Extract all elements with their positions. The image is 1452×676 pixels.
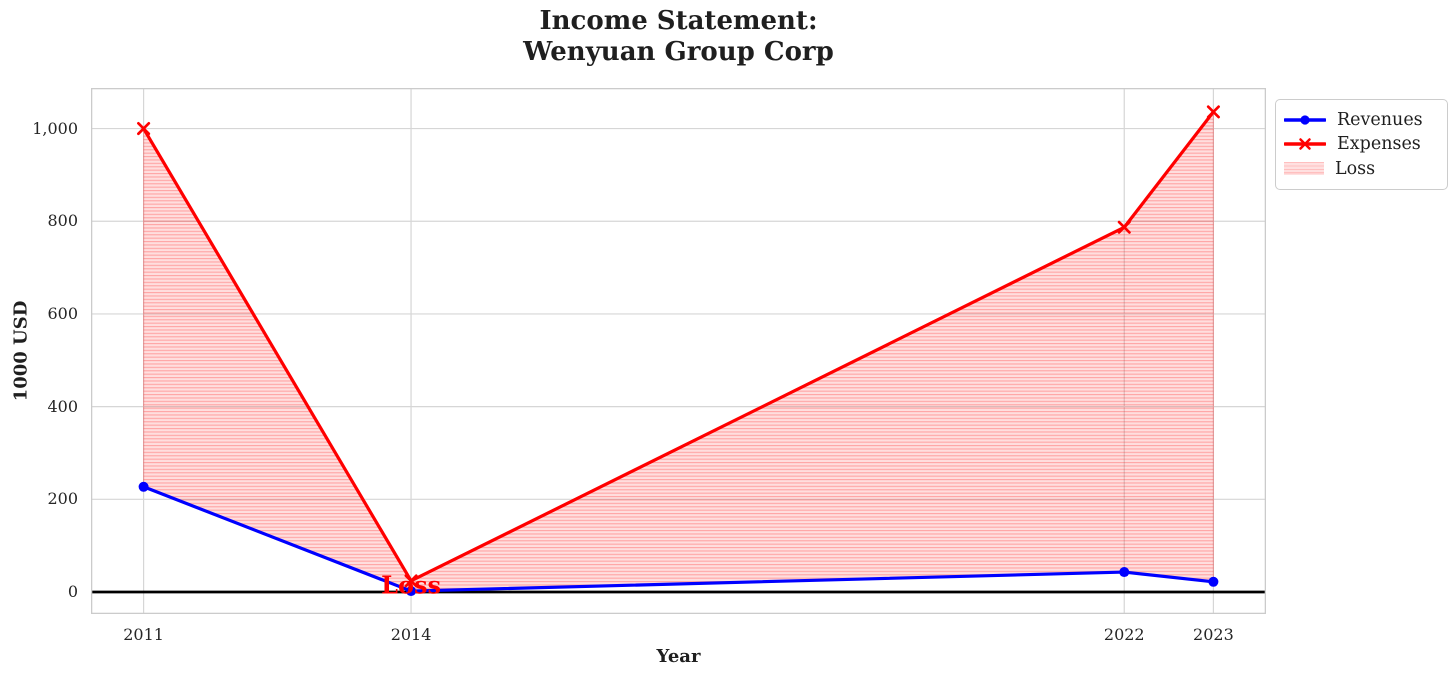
revenues-marker — [406, 586, 417, 597]
legend-item-loss: Loss — [1284, 157, 1437, 181]
x-tick-label: 2014 — [390, 625, 432, 644]
y-tick-label: 200 — [47, 489, 78, 509]
legend-item-expenses: Expenses — [1284, 132, 1437, 156]
legend-label-expenses: Expenses — [1337, 134, 1421, 155]
plot-area: Loss — [91, 88, 1266, 614]
y-tick-label: 1,000 — [32, 118, 78, 138]
revenues-line-icon — [1284, 115, 1326, 125]
expenses-marker — [137, 122, 151, 136]
legend-label-loss: Loss — [1335, 158, 1376, 179]
x-tick-label: 2023 — [1193, 625, 1234, 644]
expenses-line — [141, 110, 1216, 583]
loss-annotation: Loss — [381, 571, 441, 600]
loss-fill-region — [143, 110, 1214, 592]
y-tick-label: 600 — [47, 303, 78, 323]
x-tick-label: 2011 — [123, 625, 164, 644]
expenses-marker — [1117, 220, 1131, 234]
legend-label-revenues: Revenues — [1337, 110, 1423, 131]
expenses-marker — [1206, 105, 1220, 119]
y-tick-label: 0 — [67, 581, 78, 601]
x-axis-label: Year — [656, 646, 701, 667]
chart-title: Income Statement: Wenyuan Group Corp — [523, 6, 834, 67]
legend-item-revenues: Revenues — [1284, 108, 1437, 132]
legend: Revenues Expenses Loss — [1275, 99, 1448, 190]
expenses-line-icon — [1284, 138, 1326, 151]
x-tick-label: 2022 — [1103, 625, 1145, 644]
revenues-marker — [1119, 567, 1130, 578]
y-tick-label: 400 — [47, 396, 78, 416]
revenues-line — [141, 485, 1216, 593]
revenues-marker — [1208, 576, 1219, 587]
chart-canvas: Loss — [91, 88, 1266, 614]
loss-swatch-icon — [1284, 162, 1324, 176]
revenues-marker — [138, 481, 149, 492]
expenses-marker — [404, 574, 418, 588]
y-tick-label: 800 — [47, 211, 78, 231]
